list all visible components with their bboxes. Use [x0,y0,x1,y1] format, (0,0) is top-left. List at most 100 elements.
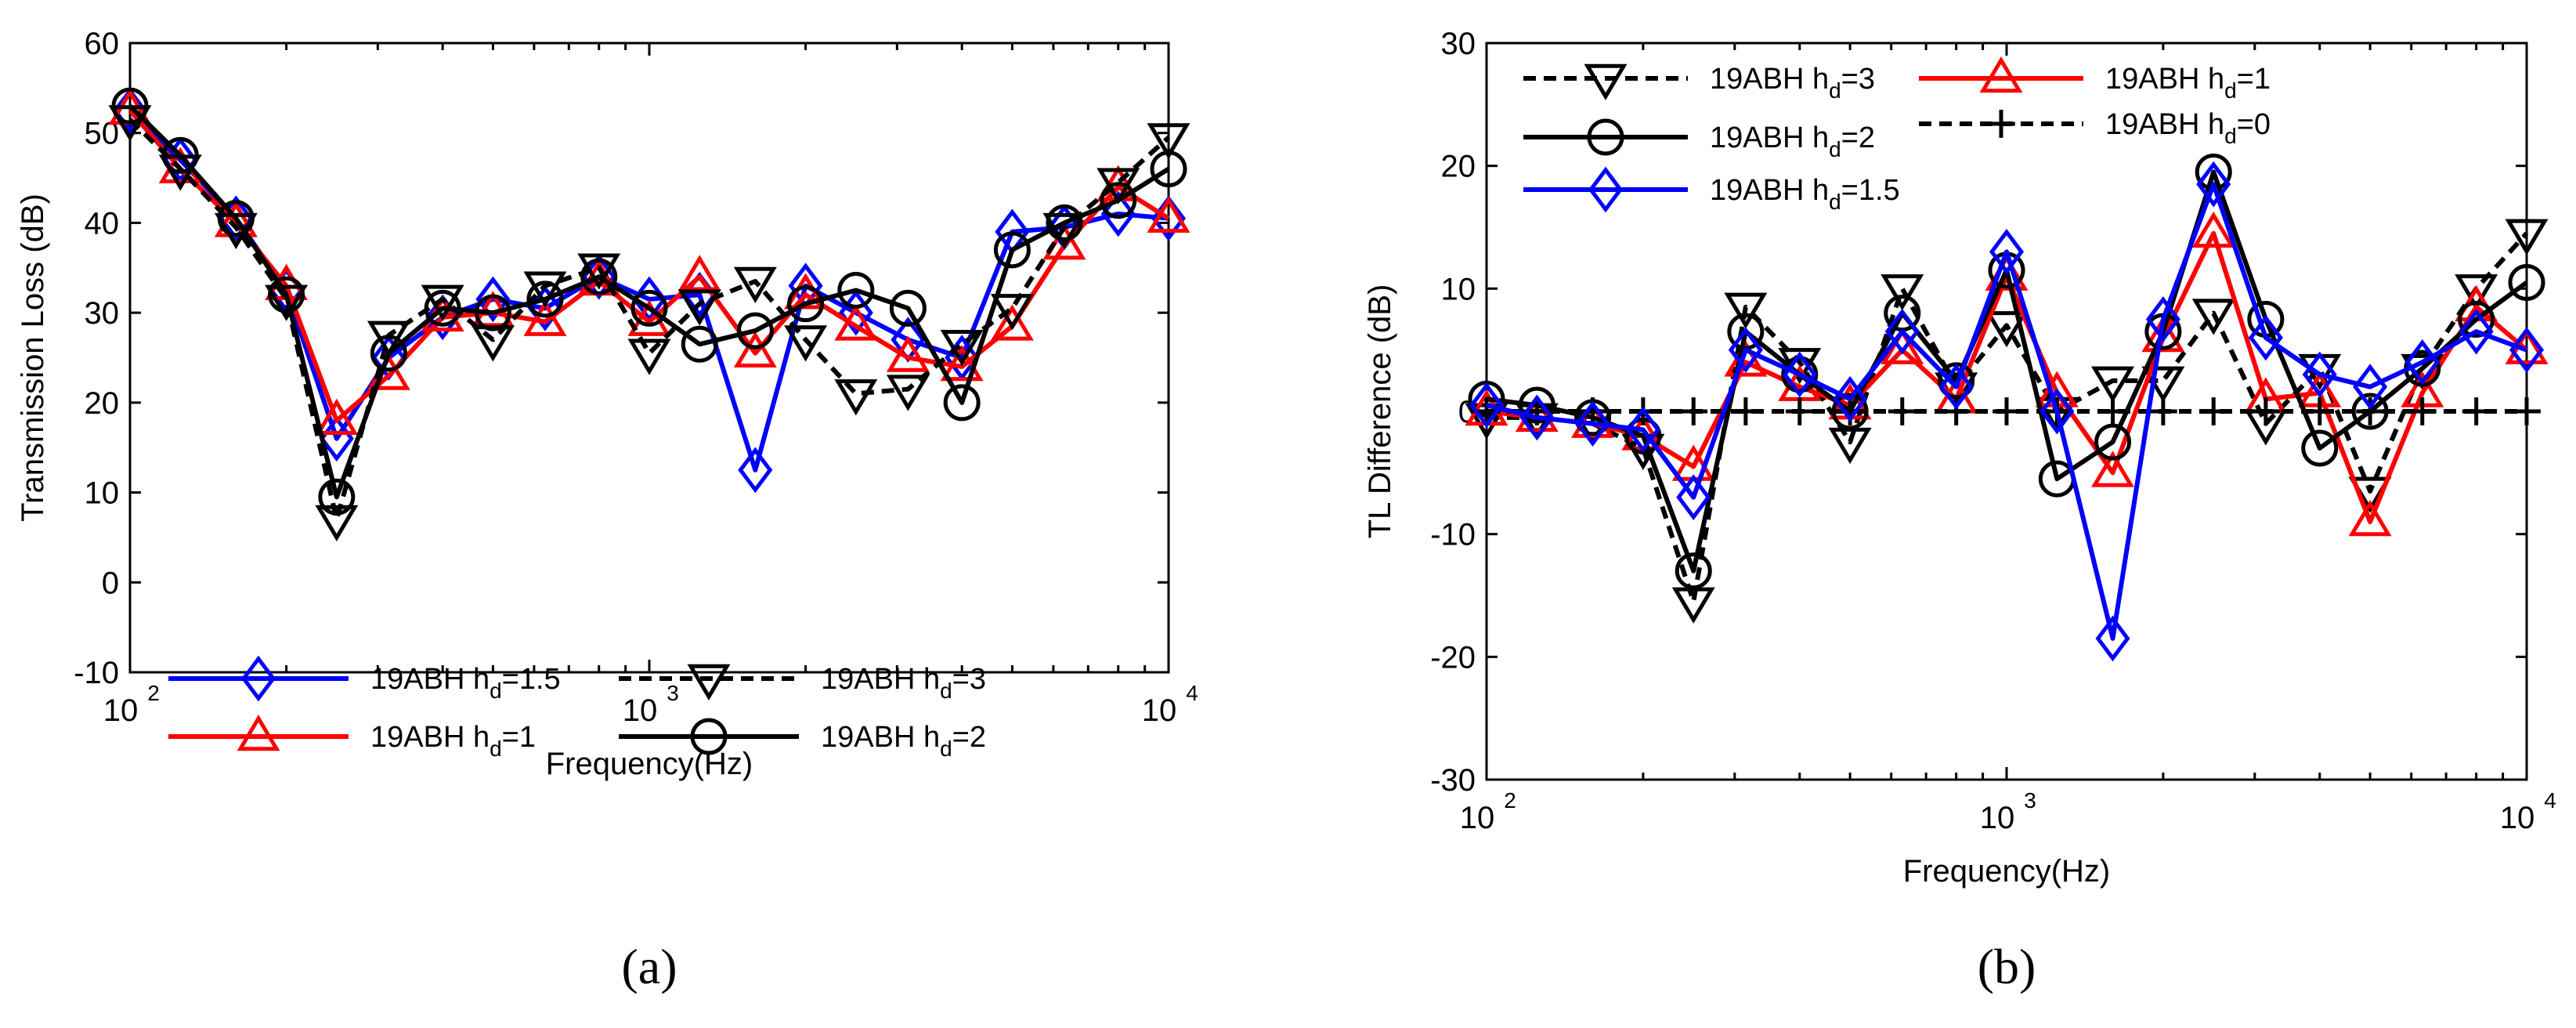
point-b-4-12 [2095,615,2130,662]
point-a-3-13 [787,285,825,323]
point-b-0-7 [1828,427,1872,465]
legend-marker-a-0 [240,655,276,702]
point-a-2-15 [886,375,930,411]
point-b-0-20 [2505,219,2549,255]
y-tick-label-b-2: -10 [1430,518,1476,552]
point-b-4-1 [1519,394,1555,441]
legend-label-a-2: 19ABH hd=3 [821,663,986,703]
point-a-0-14 [838,289,873,336]
y-tick-label-a-1: 0 [102,566,119,600]
x-tick-exp-a-0: 2 [147,681,160,705]
point-a-1-8 [523,299,567,336]
point-b-4-16 [2302,351,2337,398]
series-line-b-0 [1487,231,2529,604]
series-b-4 [1469,161,2545,662]
point-b-4-6 [1782,351,1817,398]
y-axis-title-b: TL Difference (dB) [1363,284,1397,539]
point-b-4-3 [1625,407,1660,453]
point-a-0-12 [738,447,773,494]
point-b-4-18 [2404,338,2440,386]
point-a-1-12 [733,331,777,368]
y-tick-label-b-5: 20 [1441,150,1476,184]
point-b-4-0 [1469,382,1505,429]
point-a-3-20 [1150,150,1187,188]
y-tick-label-b-4: 10 [1441,272,1476,306]
point-a-3-5 [370,335,407,372]
point-a-2-7 [471,325,515,362]
point-a-1-10 [627,299,671,336]
point-a-3-14 [837,271,875,309]
point-a-3-9 [580,258,618,295]
point-b-4-20 [2509,327,2545,374]
point-b-3-9 [1942,397,1971,425]
point-a-2-18 [1042,212,1086,250]
point-b-3-6 [1785,397,1814,425]
point-b-4-19 [2459,308,2494,355]
point-a-0-0 [112,87,148,134]
chart-panel-a: -100102030405060102103104Frequency(Hz)Tr… [16,27,1198,994]
point-b-4-2 [1575,400,1610,447]
y-tick-label-b-0: -30 [1430,763,1476,798]
point-b-0-5 [1724,292,1768,329]
legend-marker-a-2 [687,664,731,700]
point-b-3-14 [2199,397,2228,425]
point-a-2-14 [834,379,878,416]
point-b-3-19 [2462,397,2491,425]
point-b-3-10 [1993,397,2021,425]
point-b-2-12 [2094,423,2132,461]
x-tick-label-b-2: 10 [2500,801,2535,835]
point-b-0-12 [2091,366,2135,403]
x-tick-exp-b-1: 3 [2024,788,2036,813]
point-a-1-18 [1042,223,1086,260]
point-b-4-14 [2196,161,2231,208]
point-b-3-20 [2513,397,2541,425]
point-a-3-3 [268,276,305,313]
point-a-1-14 [834,304,878,341]
point-a-2-11 [677,289,721,326]
legend-marker-b-2 [1587,118,1624,156]
point-b-3-4 [1679,397,1708,425]
x-axis-title-a: Frequency(Hz) [546,747,753,781]
legend-b: 19ABH hd=3 19ABH hd=1 19ABH hd=2 19ABH hd=0… [1523,56,2271,214]
point-b-4-10 [1989,228,2025,275]
series-line-a-3 [128,104,1170,500]
point-b-4-7 [1833,375,1868,422]
point-b-3-8 [1888,397,1917,425]
y-tick-label-a-5: 40 [85,206,120,241]
point-b-3-16 [2305,397,2334,425]
legend-marker-a-1 [237,715,280,751]
point-b-3-13 [2149,397,2177,425]
point-a-2-20 [1147,123,1190,160]
y-tick-label-b-1: -20 [1430,640,1476,675]
point-a-2-3 [265,284,309,321]
series-a-3 [111,87,1187,516]
point-a-3-1 [161,136,199,174]
x-tick-label-a-0: 10 [103,693,139,728]
point-a-1-15 [886,335,930,372]
point-a-3-18 [1046,204,1083,241]
point-b-2-19 [2458,301,2495,338]
point-b-2-16 [2301,429,2339,467]
point-b-4-8 [1884,308,1920,355]
point-a-2-13 [784,325,828,362]
point-b-2-4 [1675,552,1712,590]
point-a-2-4 [315,505,359,541]
point-b-4-11 [2039,388,2075,435]
point-b-1-17 [2348,500,2392,537]
point-a-3-15 [889,289,927,327]
point-a-1-17 [990,304,1034,341]
point-a-3-4 [318,478,356,516]
series-line-a-0 [128,108,1169,472]
panel-label-b: (b) [1978,939,2036,994]
point-a-2-16 [940,330,984,367]
legend-marker-a-3 [690,718,728,755]
legend-label-b-0: 19ABH hd=3 [1710,63,1875,103]
legend-marker-b-1 [1979,56,2023,93]
point-b-4-17 [2353,364,2388,411]
point-b-3-12 [2098,397,2127,425]
point-a-3-12 [736,312,774,349]
y-tick-label-a-4: 30 [85,296,120,331]
plot-area-a [128,42,1170,674]
x-tick-exp-b-2: 4 [2544,788,2556,813]
